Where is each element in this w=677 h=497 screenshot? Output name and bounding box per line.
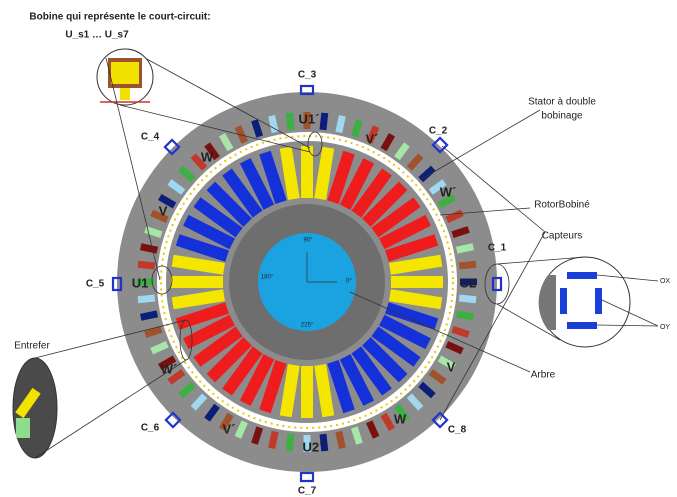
- phase-label: V´: [366, 131, 379, 146]
- phase-label: V´: [223, 421, 236, 436]
- coil-stem: [120, 88, 130, 100]
- phase-label: U2´: [303, 439, 324, 454]
- phase-label: W´: [161, 361, 178, 376]
- angle-label: 225°: [301, 323, 314, 329]
- callout-label: Capteurs: [542, 231, 583, 242]
- sensor-label: C_5: [86, 279, 105, 290]
- motor-diagram: Bobine qui représente le court-circuit: …: [0, 0, 677, 497]
- angle-label: 90°: [303, 238, 313, 244]
- phase-label: U1: [132, 275, 149, 290]
- phase-label: W´: [440, 184, 457, 199]
- sensor-ox: [567, 322, 597, 329]
- sensor-label: C_2: [429, 126, 448, 137]
- callout-label: OX: [660, 278, 670, 285]
- callout-label: bobinage: [541, 111, 583, 122]
- phase-label: V: [159, 203, 168, 218]
- angle-label: 0°: [346, 279, 352, 285]
- sensor-label: C_6: [141, 423, 160, 434]
- subtitle: U_s1 … U_s7: [65, 30, 129, 41]
- title: Bobine qui représente le court-circuit:: [29, 12, 210, 23]
- airgap-slot: [16, 418, 30, 438]
- sensor: [301, 473, 313, 481]
- sensor-label: C_7: [298, 486, 317, 497]
- phase-label: V: [447, 359, 456, 374]
- sensor-label: C_4: [141, 132, 160, 143]
- rotor-bar: [171, 276, 223, 288]
- sensor-label: C_1: [488, 243, 507, 254]
- callout-label: Stator à double: [528, 97, 596, 108]
- phase-label: U1´: [299, 111, 320, 126]
- callout-label: Arbre: [531, 370, 556, 381]
- yoke-part: [539, 275, 556, 330]
- callout-label: Entrefer: [14, 341, 50, 352]
- sensor-label: C_8: [448, 425, 467, 436]
- phase-label: W: [394, 411, 407, 426]
- rotor-bar: [301, 366, 313, 418]
- phase-label: W: [201, 149, 214, 164]
- angle-label: 180°: [261, 275, 274, 281]
- callout-label: RotorBobiné: [534, 200, 590, 211]
- phase-label: U2: [460, 275, 477, 290]
- sensor-oy: [595, 288, 602, 314]
- sensor-oy: [560, 288, 567, 314]
- sensor-label: C_3: [298, 70, 317, 81]
- coil-inner: [111, 62, 139, 84]
- callout-label: OY: [660, 324, 670, 331]
- rotor-bar: [391, 276, 443, 288]
- sensor-ox: [567, 272, 597, 279]
